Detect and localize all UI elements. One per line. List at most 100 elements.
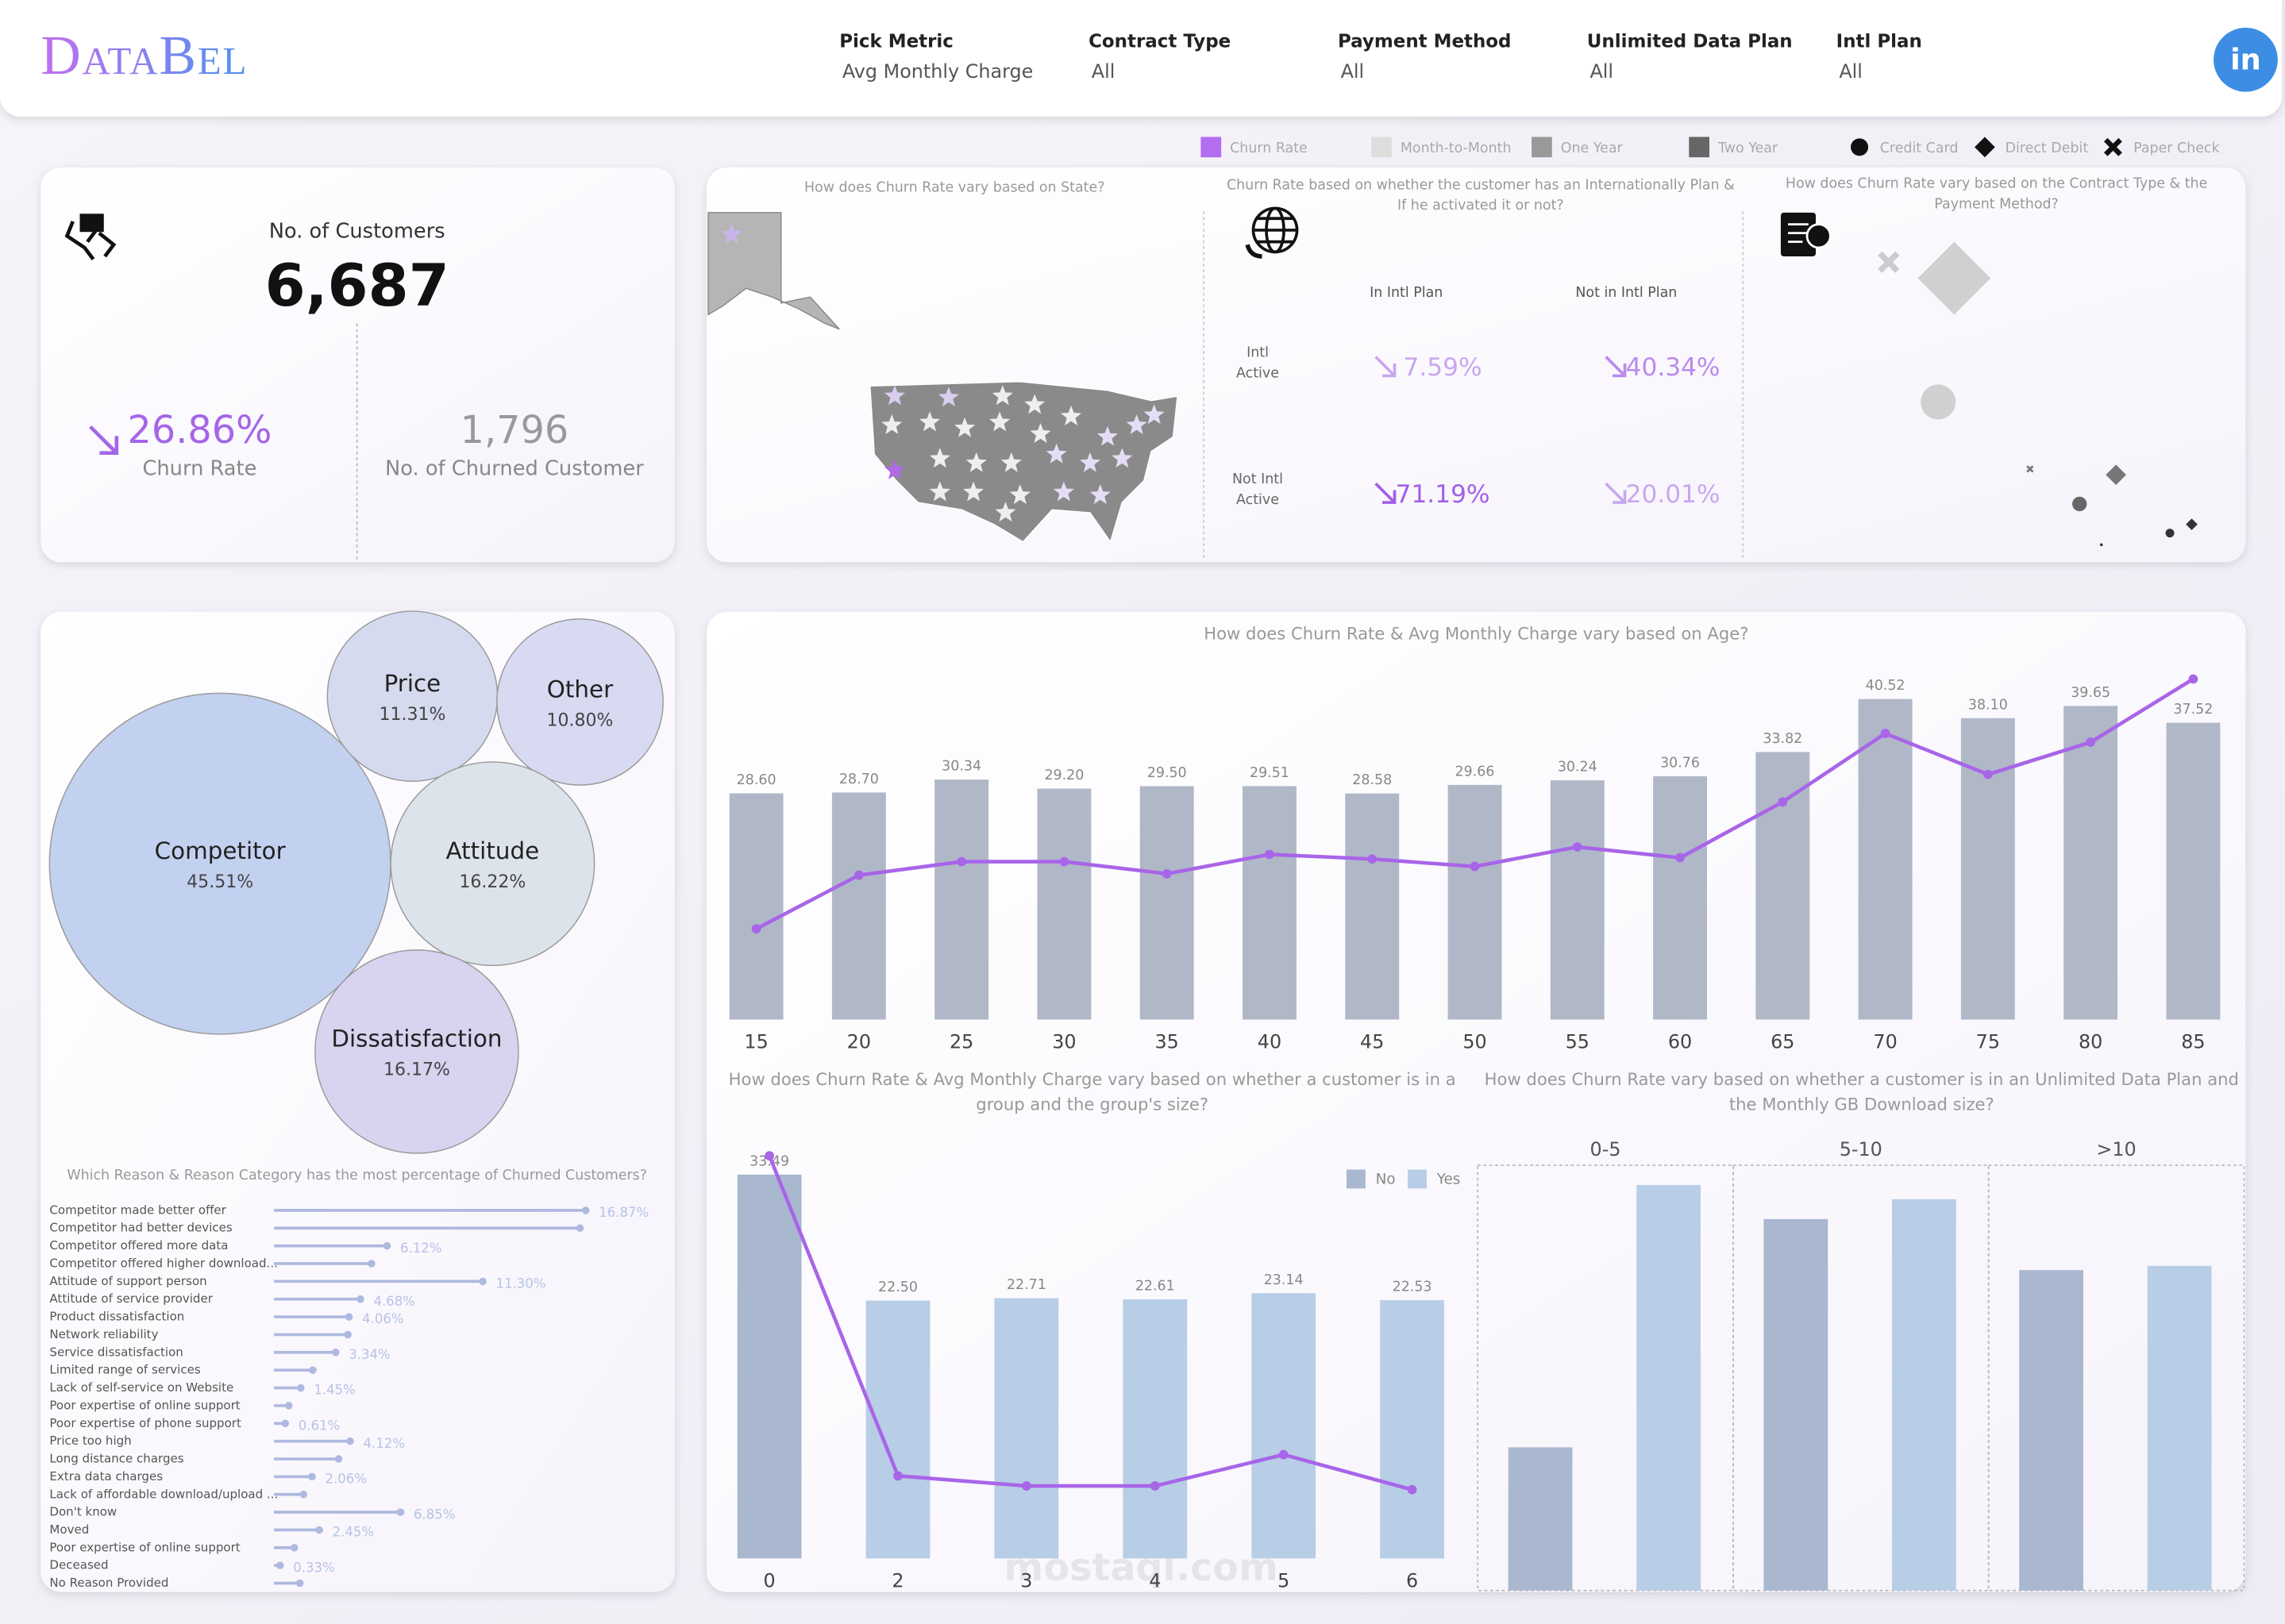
- line-point: [1407, 1484, 1417, 1495]
- value-label: 22.61: [1135, 1278, 1175, 1294]
- legend-swatch: [1532, 137, 1552, 158]
- chart-title: How does Churn Rate & Avg Monthly Charge…: [1204, 623, 1749, 645]
- reason-label: Long distance charges: [49, 1452, 183, 1466]
- bar: [2019, 1270, 2083, 1591]
- bubble: [390, 761, 595, 967]
- intl-value: 71.19%: [1396, 480, 1490, 509]
- bar: [1636, 1184, 1701, 1591]
- x-tick-label: 35: [1155, 1030, 1179, 1053]
- shape: [1878, 251, 1900, 273]
- intl-value: 7.59%: [1404, 353, 1482, 382]
- value-label: 6.12%: [400, 1241, 441, 1256]
- kpi-label: No. of Churned Customer: [385, 456, 644, 480]
- value-label: 0.61%: [299, 1418, 340, 1433]
- lollipop-dot: [356, 1295, 364, 1303]
- lollipop-dot: [396, 1508, 405, 1516]
- bar: [1858, 698, 1913, 1020]
- legend-label: Yes: [1436, 1171, 1461, 1187]
- filter-value[interactable]: All: [1839, 60, 1863, 83]
- bubble-value: 16.22%: [459, 872, 526, 892]
- state-star: [1024, 394, 1046, 414]
- lollipop-dot: [334, 1455, 343, 1463]
- filter-label[interactable]: Payment Method: [1338, 32, 1512, 52]
- bar: [1380, 1300, 1444, 1559]
- value-label: 4.12%: [363, 1436, 404, 1451]
- bubble-label: Other: [547, 675, 614, 702]
- legend-swatch: [1975, 137, 1995, 158]
- state-star: [929, 481, 950, 502]
- lollipop-dot: [308, 1472, 316, 1481]
- filter-dropdown[interactable]: Contract Type All: [1089, 32, 1231, 83]
- line-point: [1778, 797, 1788, 807]
- bar: [934, 779, 989, 1020]
- state-star: [1143, 404, 1165, 425]
- arrow-head: [1382, 490, 1397, 504]
- bubble-label: Price: [384, 670, 441, 697]
- chart-title: Which Reason & Reason Category has the m…: [67, 1168, 647, 1183]
- state-star: [884, 385, 906, 406]
- filter-label[interactable]: Contract Type: [1089, 32, 1231, 52]
- state-star: [954, 417, 976, 437]
- filter-dropdown[interactable]: Payment Method All: [1338, 32, 1512, 83]
- filter-value[interactable]: All: [1341, 60, 1365, 83]
- filter-value[interactable]: Avg Monthly Charge: [842, 60, 1033, 83]
- state-star: [995, 502, 1016, 522]
- state-star: [1053, 481, 1074, 502]
- map-title: How does Churn Rate vary based on State?: [804, 180, 1105, 196]
- linkedin-button[interactable]: [2214, 27, 2278, 92]
- state-star: [1112, 448, 1133, 468]
- linkedin-label[interactable]: in: [2230, 43, 2261, 77]
- x-tick-label: 4: [1149, 1569, 1161, 1591]
- state-star: [1046, 443, 1067, 464]
- value-label: 22.50: [878, 1280, 918, 1295]
- legend-swatch: [1371, 137, 1392, 158]
- state-star: [965, 452, 987, 472]
- column-header: Not in Intl Plan: [1575, 285, 1677, 301]
- x-tick-label: 40: [1258, 1030, 1281, 1053]
- bar: [2166, 722, 2221, 1020]
- lollipop-dot: [368, 1260, 376, 1268]
- lollipop-dot: [346, 1437, 354, 1445]
- filter-label[interactable]: Unlimited Data Plan: [1587, 32, 1793, 52]
- x-tick-label: 65: [1771, 1030, 1794, 1053]
- arrow-shaft: [1374, 482, 1396, 504]
- line-point: [893, 1471, 903, 1481]
- shape: [1921, 384, 1956, 420]
- reason-label: Limited range of services: [49, 1363, 200, 1377]
- x-tick-label: 3: [1020, 1569, 1032, 1591]
- intl-value: 20.01%: [1626, 480, 1720, 509]
- filter-dropdown[interactable]: Unlimited Data Plan All: [1587, 32, 1793, 83]
- filter-label[interactable]: Pick Metric: [839, 32, 954, 52]
- reason-label: Deceased: [49, 1558, 108, 1572]
- bar: [1123, 1299, 1188, 1559]
- legend-swatch: [1689, 137, 1709, 158]
- value-label: 40.52: [1866, 678, 1905, 694]
- legend-label: Paper Check: [2133, 140, 2220, 156]
- legend-swatch: [1346, 1169, 1366, 1189]
- x-tick-label: 85: [2181, 1030, 2205, 1053]
- bar: [1653, 775, 1708, 1020]
- lollipop-dot: [344, 1330, 352, 1339]
- row-label: Not Intl Active: [1231, 471, 1283, 508]
- legend-swatch: [1200, 137, 1222, 158]
- value-label: 28.60: [737, 772, 776, 788]
- shape: [2165, 529, 2175, 538]
- filter-label[interactable]: Intl Plan: [1836, 32, 1922, 52]
- filter-dropdown[interactable]: Pick Metric Avg Monthly Charge: [839, 32, 1033, 83]
- bubble-label: Attitude: [446, 837, 540, 864]
- legend-label: One Year: [1561, 140, 1624, 156]
- reason-label: Moved: [49, 1522, 89, 1537]
- reason-label: Price too high: [49, 1434, 131, 1448]
- line-point: [1265, 849, 1274, 860]
- filter-value[interactable]: All: [1589, 60, 1613, 83]
- reason-label: Poor expertise of online support: [49, 1398, 240, 1412]
- state-star: [884, 459, 906, 479]
- filter-dropdown[interactable]: Intl Plan All: [1836, 32, 1922, 83]
- bar: [737, 1174, 802, 1559]
- value-label: 22.71: [1007, 1277, 1046, 1293]
- state-star: [1009, 484, 1031, 505]
- filter-value[interactable]: All: [1092, 60, 1116, 83]
- state-star: [721, 223, 742, 244]
- lollipop-dot: [299, 1490, 308, 1499]
- line-point: [765, 1151, 774, 1161]
